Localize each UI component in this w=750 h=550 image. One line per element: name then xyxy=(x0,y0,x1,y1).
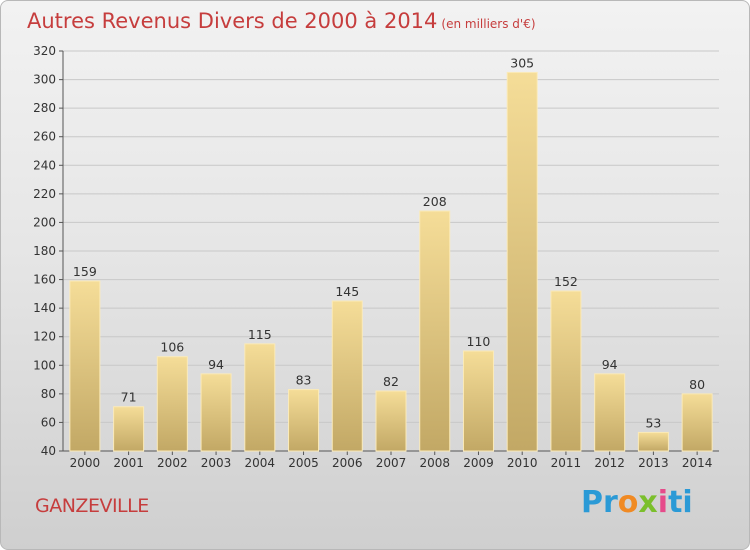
bar-2002 xyxy=(156,356,188,452)
x-tick-label-2006: 2006 xyxy=(332,456,363,470)
x-tick-label-2000: 2000 xyxy=(70,456,101,470)
data-label-2007: 82 xyxy=(383,374,399,389)
data-label-2000: 159 xyxy=(73,264,97,279)
bar-2000 xyxy=(69,280,101,452)
y-tick-label: 140 xyxy=(33,301,56,315)
bar-2008 xyxy=(419,210,451,452)
bar-2007 xyxy=(375,390,407,452)
bar-2009 xyxy=(462,350,494,452)
y-tick-label: 100 xyxy=(33,358,56,372)
y-tick-label: 240 xyxy=(33,158,56,172)
data-label-2003: 94 xyxy=(208,357,224,372)
bar-2012 xyxy=(594,373,626,452)
y-tick-label: 80 xyxy=(41,387,56,401)
bar-2013 xyxy=(637,431,669,452)
logo-part-5: ti xyxy=(668,485,693,520)
town-name: GANZEVILLE xyxy=(35,495,149,517)
x-tick-label-2001: 2001 xyxy=(113,456,144,470)
x-tick-label-2005: 2005 xyxy=(288,456,319,470)
data-label-2012: 94 xyxy=(602,357,618,372)
labels: 159 2000 71 2001 106 2002 94 2003 115 2004 83 2005 1… xyxy=(70,55,713,470)
y-tick-label: 200 xyxy=(33,215,56,229)
bars xyxy=(69,71,713,452)
y-tick-label: 40 xyxy=(41,444,56,458)
logo-part-2: o xyxy=(617,485,639,520)
x-tick-label-2004: 2004 xyxy=(245,456,276,470)
y-tick-label: 280 xyxy=(33,101,56,115)
bar-2004 xyxy=(244,343,276,452)
logo-part-1: Pr xyxy=(581,485,618,520)
data-label-2005: 83 xyxy=(296,373,312,388)
bar-2005 xyxy=(288,389,320,452)
y-tick-label: 320 xyxy=(33,44,56,58)
proxiti-logo: Proxiti xyxy=(581,485,693,520)
data-label-2009: 110 xyxy=(467,334,491,349)
data-label-2014: 80 xyxy=(689,377,705,392)
data-label-2006: 145 xyxy=(335,284,359,299)
data-label-2010: 305 xyxy=(510,55,534,70)
data-label-2002: 106 xyxy=(160,340,184,355)
y-tick-label: 120 xyxy=(33,330,56,344)
chart-subtitle: (en milliers d'€) xyxy=(441,17,536,31)
bar-2010 xyxy=(506,71,538,452)
x-tick-label-2009: 2009 xyxy=(463,456,494,470)
data-label-2013: 53 xyxy=(645,415,661,430)
bar-2003 xyxy=(200,373,232,452)
x-tick-label-2013: 2013 xyxy=(638,456,669,470)
y-tick-label: 300 xyxy=(33,73,56,87)
y-tick-label: 60 xyxy=(41,415,56,429)
x-tick-label-2008: 2008 xyxy=(419,456,450,470)
data-label-2008: 208 xyxy=(423,194,447,209)
bar-2001 xyxy=(113,406,145,452)
logo-part-4: i xyxy=(657,485,669,520)
x-tick-label-2011: 2011 xyxy=(551,456,582,470)
data-label-2004: 115 xyxy=(248,327,272,342)
y-tick-label: 260 xyxy=(33,130,56,144)
y-tick-label: 220 xyxy=(33,187,56,201)
x-tick-label-2010: 2010 xyxy=(507,456,538,470)
x-tick-label-2007: 2007 xyxy=(376,456,407,470)
logo-part-3: x xyxy=(638,485,658,520)
bar-2006 xyxy=(331,300,363,452)
chart-title: Autres Revenus Divers de 2000 à 2014 (en … xyxy=(27,9,536,33)
x-tick-label-2003: 2003 xyxy=(201,456,232,470)
x-tick-label-2012: 2012 xyxy=(594,456,625,470)
bar-2014 xyxy=(681,393,713,452)
y-tick-label: 180 xyxy=(33,244,56,258)
x-tick-label-2014: 2014 xyxy=(682,456,713,470)
data-label-2001: 71 xyxy=(121,390,137,405)
bar-2011 xyxy=(550,290,582,452)
chart-title-text: Autres Revenus Divers de 2000 à 2014 xyxy=(27,9,438,33)
y-tick-label: 160 xyxy=(33,273,56,287)
data-label-2011: 152 xyxy=(554,274,578,289)
x-tick-label-2002: 2002 xyxy=(157,456,188,470)
